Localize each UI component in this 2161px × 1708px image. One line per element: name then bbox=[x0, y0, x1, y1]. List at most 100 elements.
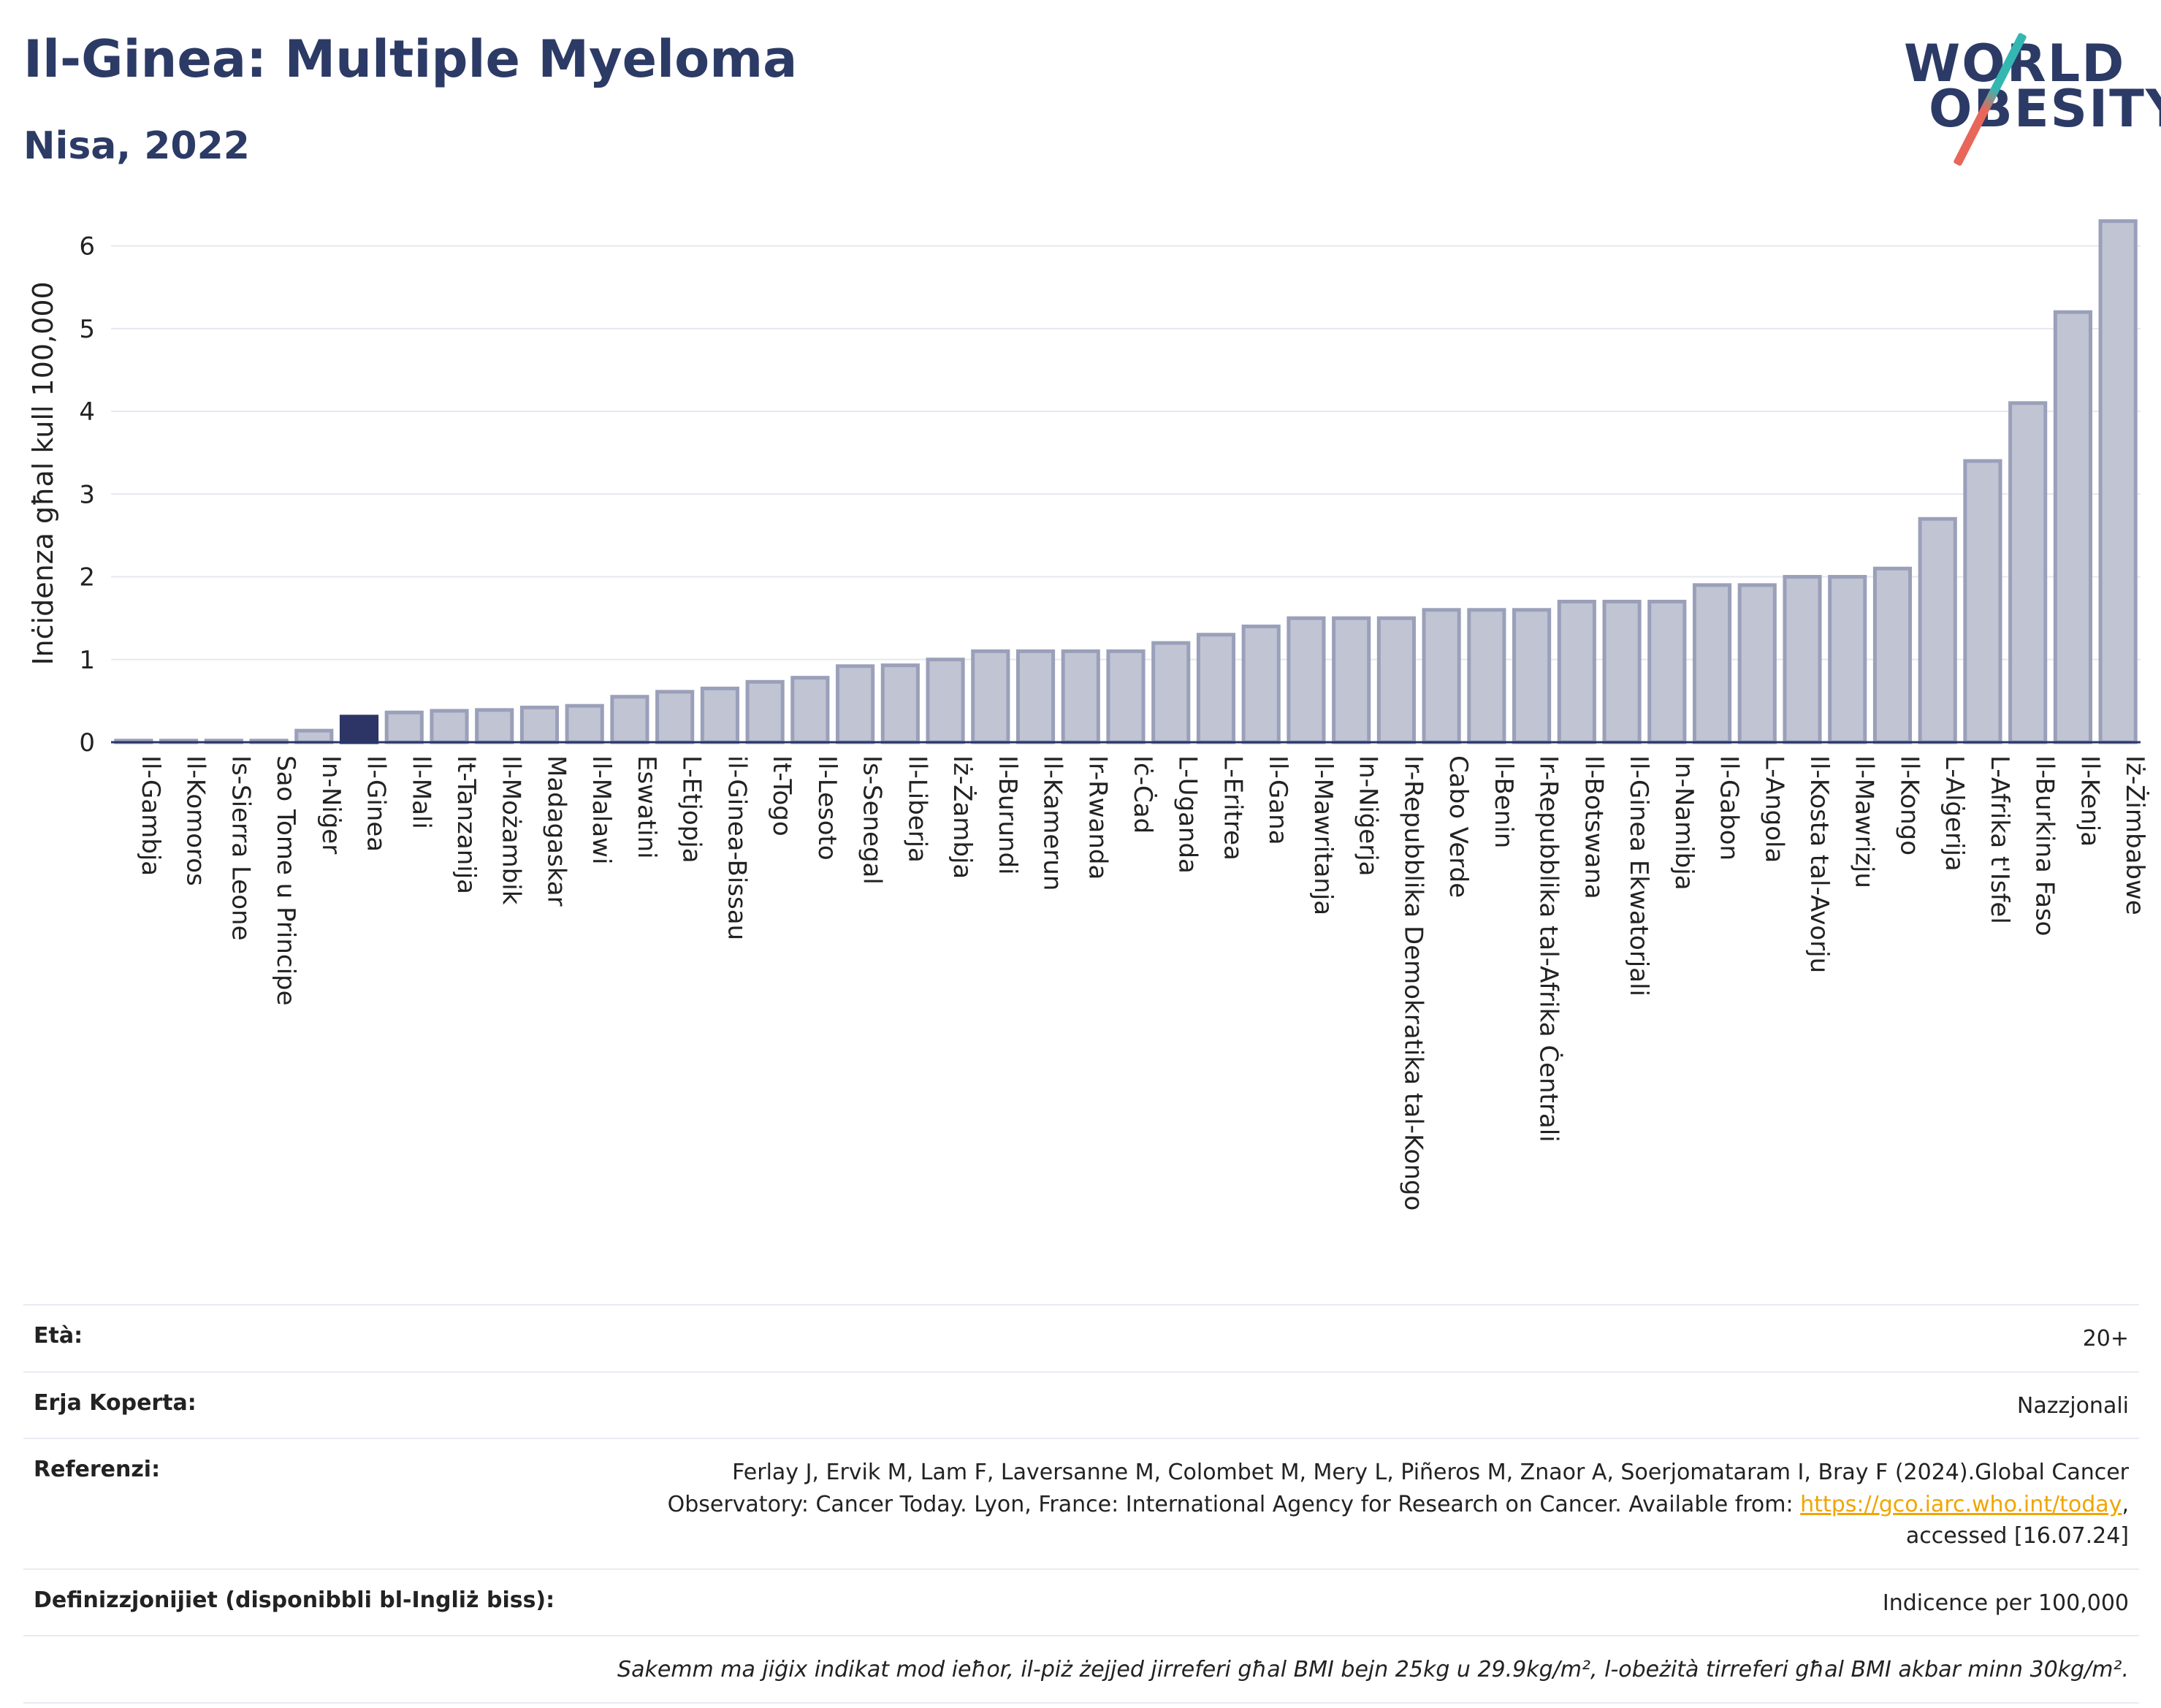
area-label: Erja Koperta: bbox=[34, 1389, 197, 1416]
bar bbox=[384, 710, 424, 744]
x-tick-labels: Il-Gambja Il-Komoros Is-Sierra Leone Sao To… bbox=[136, 755, 2149, 1211]
bar bbox=[926, 657, 965, 744]
x-tick-label: Cabo Verde bbox=[1444, 755, 1473, 898]
page-subtitle: Nisa, 2022 bbox=[23, 124, 250, 168]
logo-line-2: OBESITY bbox=[1929, 79, 2161, 139]
info-row-references: Referenzi: Ferlay J, Ervik M, Lam F, Lav… bbox=[23, 1438, 2139, 1568]
x-tick-label: Il-Komoros bbox=[181, 755, 210, 886]
reference-text: Ferlay J, Ervik M, Lam F, Laversanne M, … bbox=[667, 1460, 2129, 1517]
definitions-value: Indicence per 100,000 bbox=[1882, 1590, 2129, 1616]
bar bbox=[1512, 608, 1552, 744]
bar bbox=[1602, 600, 1642, 744]
x-tick-label: Is-Sierra Leone bbox=[226, 755, 255, 941]
x-tick-label: Il-Mawrizju bbox=[1850, 755, 1879, 888]
bar bbox=[339, 714, 379, 744]
x-tick-label: It-Togo bbox=[767, 755, 796, 836]
bar bbox=[1963, 459, 2002, 744]
reference-accessed: , accessed [16.07.24] bbox=[1905, 1491, 2129, 1549]
x-tick-label: Il-Mali bbox=[406, 755, 435, 829]
x-tick-label: Iż-Żimbabwe bbox=[2120, 755, 2149, 915]
x-tick-label: Il-Kamerun bbox=[1038, 755, 1067, 891]
x-tick-label: Il-Gambja bbox=[136, 755, 165, 876]
x-tick-label: Iċ-Ċad bbox=[1128, 755, 1158, 834]
x-tick-label: Il-Ginea Ekwatorjali bbox=[1624, 755, 1653, 996]
info-row-definitions: Definizzjonijiet (disponibbli bl-Ingliż … bbox=[23, 1568, 2139, 1636]
x-tick-label: Il-Kenja bbox=[2075, 755, 2104, 847]
x-tick-label: L-Alġerija bbox=[1940, 755, 1969, 872]
bar bbox=[790, 676, 830, 744]
x-tick-label: Il-Burkina Faso bbox=[2030, 755, 2059, 937]
y-tick-label: 4 bbox=[79, 397, 95, 427]
x-tick-label: Eswatini bbox=[632, 755, 661, 859]
reference-link[interactable]: https://gco.iarc.who.int/today bbox=[1800, 1491, 2122, 1517]
x-tick-label: L-Afrika t'Isfel bbox=[1985, 755, 2014, 924]
x-tick-label: Il-Kosta tal-Avorju bbox=[1804, 755, 1834, 973]
x-tick-label: Sao Tome u Principe bbox=[271, 755, 300, 1006]
bar bbox=[610, 695, 649, 744]
bar bbox=[565, 704, 604, 744]
bars bbox=[114, 219, 2138, 744]
bar bbox=[1061, 649, 1100, 744]
x-tick-label: Il-Ginea bbox=[362, 755, 391, 852]
bar bbox=[745, 679, 785, 744]
bar bbox=[294, 728, 334, 744]
x-tick-label: Il-Gana bbox=[1263, 755, 1292, 845]
x-tick-label: Ir-Repubblika tal-Afrika Ċentrali bbox=[1534, 755, 1564, 1143]
x-tick-label: In-Namibja bbox=[1669, 755, 1699, 891]
info-row-age: Età: 20+ bbox=[23, 1304, 2139, 1371]
x-tick-label: It-Tanzanija bbox=[451, 755, 481, 894]
bar bbox=[1151, 641, 1191, 744]
bar bbox=[1376, 616, 1416, 744]
definitions-label: Definizzjonijiet (disponibbli bl-Ingliż … bbox=[34, 1587, 555, 1613]
bmi-note: Sakemm ma jiġix indikat mod ieħor, il-pi… bbox=[617, 1657, 2129, 1682]
bar-chart: 0 1 2 3 4 5 6 Il-Gambja Il-Komoros Is-Sierra Leo… bbox=[27, 219, 2149, 1211]
y-tick-labels: 0 1 2 3 4 5 6 bbox=[79, 232, 95, 758]
x-tick-label: Ir-Rwanda bbox=[1083, 755, 1112, 880]
x-tick-label: L-Angola bbox=[1759, 755, 1788, 863]
x-tick-label: Il-Liberja bbox=[902, 755, 931, 863]
y-tick-label: 6 bbox=[79, 232, 95, 262]
bar bbox=[1422, 608, 1461, 744]
bar bbox=[2098, 219, 2138, 744]
bar bbox=[971, 649, 1010, 744]
bar bbox=[880, 663, 920, 744]
bar bbox=[1241, 624, 1281, 744]
bar bbox=[1872, 566, 1913, 744]
x-tick-label: Il-Kongo bbox=[1894, 755, 1924, 855]
y-tick-label: 0 bbox=[79, 728, 95, 758]
bar bbox=[1737, 583, 1777, 744]
bar bbox=[1557, 600, 1596, 744]
y-tick-label: 1 bbox=[79, 646, 95, 675]
bar bbox=[2053, 310, 2092, 744]
x-tick-label: il-Ginea-Bissau bbox=[722, 755, 751, 940]
world-obesity-logo: WORLD OBESITY bbox=[1904, 32, 2161, 167]
info-row-area: Erja Koperta: Nazzjonali bbox=[23, 1370, 2139, 1438]
bar bbox=[1332, 616, 1371, 744]
x-tick-label: In-Niġer bbox=[316, 755, 346, 854]
references-label: Referenzi: bbox=[34, 1457, 161, 1482]
x-tick-label: L-Uganda bbox=[1173, 755, 1203, 874]
x-tick-label: Ir-Repubblika Demokratika tal-Kongo bbox=[1398, 755, 1428, 1211]
x-tick-label: Iż-Żambja bbox=[948, 755, 977, 879]
x-tick-label: Il-Gabon bbox=[1715, 755, 1744, 861]
bar bbox=[1106, 649, 1146, 744]
bar bbox=[700, 686, 739, 744]
x-tick-label: Il-Możambik bbox=[497, 755, 526, 905]
x-tick-label: Is-Senegal bbox=[858, 755, 887, 885]
bar bbox=[655, 690, 695, 744]
x-tick-label: L-Eritrea bbox=[1218, 755, 1247, 861]
age-label: Età: bbox=[34, 1323, 83, 1349]
x-tick-label: In-Niġerja bbox=[1354, 755, 1383, 876]
info-row-note: Sakemm ma jiġix indikat mod ieħor, il-pi… bbox=[23, 1635, 2139, 1704]
x-tick-label: Il-Burundi bbox=[993, 755, 1022, 875]
x-tick-label: Il-Benin bbox=[1489, 755, 1518, 848]
bar bbox=[475, 708, 514, 744]
bar bbox=[2008, 401, 2048, 744]
x-tick-label: Il-Lesoto bbox=[812, 755, 842, 861]
bar bbox=[1828, 575, 1867, 744]
references-value: Ferlay J, Ervik M, Lam F, Laversanne M, … bbox=[631, 1457, 2129, 1552]
x-tick-label: Il-Malawi bbox=[587, 755, 616, 864]
page-title: Il-Ginea: Multiple Myeloma bbox=[23, 29, 798, 89]
x-tick-label: L-Etjopja bbox=[677, 755, 706, 863]
x-tick-label: Madagaskar bbox=[541, 755, 571, 907]
